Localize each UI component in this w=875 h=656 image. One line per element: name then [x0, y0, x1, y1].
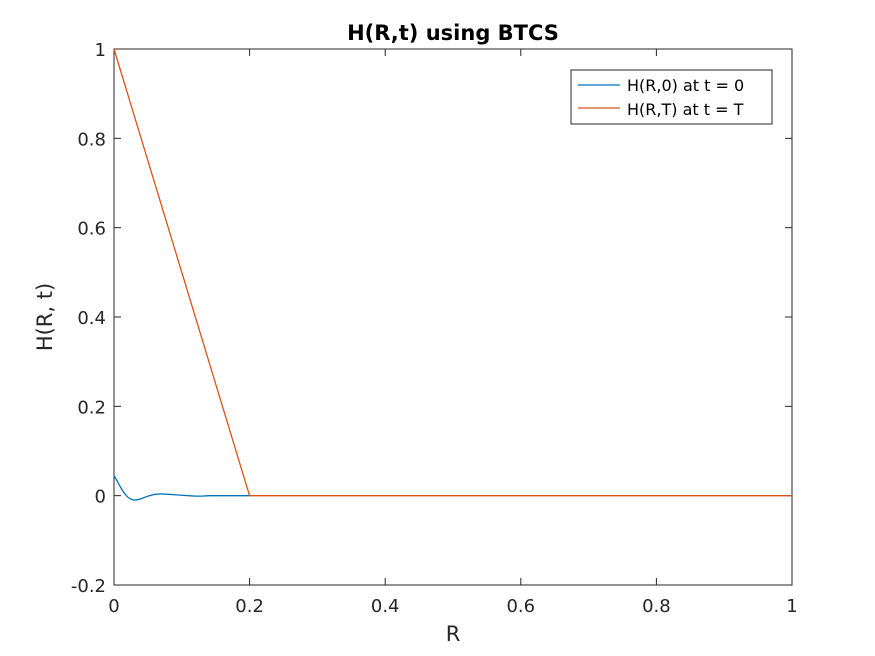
- x-axis-label: R: [446, 622, 461, 646]
- legend-entry-series-0: H(R,0) at t = 0: [627, 76, 744, 95]
- x-tick-label: 1: [786, 596, 797, 617]
- x-tick-label: 0: [108, 596, 119, 617]
- x-tick-label: 0.8: [642, 596, 671, 617]
- legend-entry-series-1: H(R,T) at t = T: [627, 100, 744, 119]
- y-tick-label: -0.2: [71, 576, 106, 597]
- chart-title: H(R,t) using BTCS: [347, 21, 559, 45]
- y-ticks: -0.2 0 0.2 0.4 0.6 0.8 1: [71, 40, 792, 597]
- y-tick-label: 0.2: [77, 397, 106, 418]
- y-tick-label: 0.8: [77, 129, 106, 150]
- series-line-1: [113, 48, 792, 497]
- y-tick-label: 0.4: [77, 308, 106, 329]
- x-ticks: 0 0.2 0.4 0.6 0.8 1: [108, 49, 798, 617]
- y-tick-label: 1: [95, 40, 106, 61]
- axes-box: [113, 48, 793, 586]
- series-lines: [113, 48, 792, 501]
- x-tick-label: 0.4: [371, 596, 400, 617]
- y-axis-label: H(R, t): [33, 283, 57, 351]
- x-tick-label: 0.6: [506, 596, 535, 617]
- plot-area: 0 0.2 0.4 0.6 0.8 1 -0.200.20.40.60.81: [71, 40, 798, 617]
- x-tick-label: 0.2: [235, 596, 264, 617]
- y-tick-label: 0.6: [77, 219, 106, 240]
- y-tick-label: 0: [95, 487, 106, 508]
- legend: H(R,0) at t = 0 H(R,T) at t = T: [570, 69, 773, 125]
- series-line-0: [113, 475, 250, 501]
- legend-box: [570, 69, 773, 125]
